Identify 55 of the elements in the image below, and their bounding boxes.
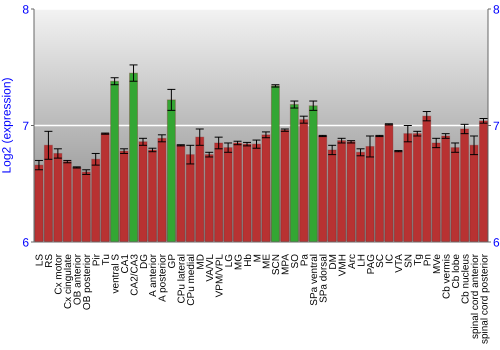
x-tick-label: SPa dorsal: [318, 254, 330, 303]
x-tick-label: RS: [44, 254, 56, 268]
x-tick-label: Cb nucleus: [460, 254, 472, 304]
x-tick-label: Pn: [422, 254, 434, 266]
x-tick-label: Pir: [91, 253, 102, 266]
x-tick-label: Cx motor: [54, 253, 65, 295]
x-tick-label: ventral S: [110, 254, 122, 294]
y2-tick-label: 6: [493, 235, 500, 250]
x-tick-label: OB posterior: [82, 253, 94, 310]
x-tick-label: DG: [138, 254, 150, 269]
x-tick-label: SPa ventral: [309, 254, 320, 306]
x-tick-label: GP: [167, 254, 178, 268]
x-tick-label: spinal cord anterior: [470, 253, 481, 340]
x-tick-label: CPu lateral: [176, 254, 188, 304]
x-tick-label: VPM/VPL: [214, 254, 226, 298]
y-axis-title: Log2 (expression): [0, 77, 14, 174]
x-tick-label: spinal cord posterior: [479, 253, 490, 344]
x-tick-label: SC: [375, 254, 386, 268]
y2-tick-label: 8: [493, 2, 500, 16]
x-tick-label: MG: [233, 254, 244, 270]
x-tick-label: ME: [262, 254, 273, 269]
x-tick-label: PAG: [366, 254, 377, 274]
x-tick-label: LH: [356, 254, 368, 267]
x-tick-label: Pa: [300, 254, 311, 266]
x-tick-label: Tg: [413, 254, 424, 266]
x-tick-label: MVe: [432, 254, 443, 274]
x-tick-label: OB anterior: [72, 253, 84, 306]
x-tick-label: Cx cingulate: [63, 254, 74, 310]
y2-tick-label: 7: [493, 118, 500, 133]
x-tick-label: A posterior: [158, 253, 169, 302]
x-tick-label: Cb lobe: [450, 254, 462, 288]
x-tick-label: M: [252, 254, 264, 262]
x-tick-label: SO: [290, 254, 302, 268]
x-tick-label: Tu: [100, 254, 112, 266]
x-tick-label: DM: [328, 254, 339, 270]
x-tick-label: MPA: [280, 254, 292, 275]
y-tick-label: 8: [22, 2, 30, 16]
x-tick-label: Hb: [242, 254, 254, 267]
x-tick-label: LG: [224, 254, 235, 268]
x-tick-label: IC: [384, 254, 396, 264]
x-tick-label: SN: [404, 254, 415, 268]
x-tick-label: VMH: [337, 254, 348, 276]
x-tick-label: VTA: [394, 254, 406, 273]
x-tick-label: LS: [34, 254, 46, 266]
x-tick-label: SCN: [271, 254, 282, 276]
x-tick-label: CA2/CA3: [129, 254, 140, 296]
x-tick-label: CA1: [120, 254, 131, 274]
x-tick-label: A anterior: [148, 253, 160, 297]
x-tick-label: CPu medial: [186, 254, 198, 306]
x-tick-label: VA/VL: [204, 254, 216, 282]
x-tick-label: Cb vermis: [441, 254, 452, 300]
x-tick-label: Arc: [346, 254, 358, 269]
y-tick-label: 7: [22, 118, 30, 133]
y-tick-label: 6: [22, 235, 30, 250]
x-tick-label: MD: [196, 254, 207, 270]
